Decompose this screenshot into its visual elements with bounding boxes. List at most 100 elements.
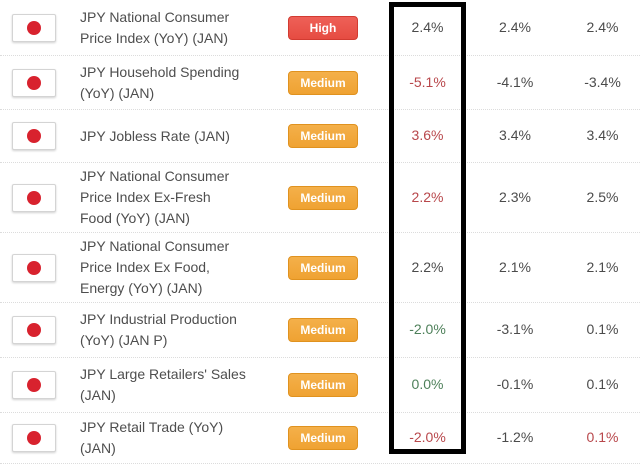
actual-cell: -2.0%: [390, 321, 465, 339]
forecast-cell: -4.1%: [465, 74, 565, 92]
flag-red-circle: [27, 20, 41, 35]
forecast-value: -3.1%: [496, 321, 534, 337]
event-name: JPY Jobless Rate (JAN): [80, 127, 230, 144]
flag-cell: [0, 183, 80, 212]
forecast-value: -0.1%: [496, 376, 534, 392]
forecast-value: -4.1%: [496, 73, 534, 90]
flag-cell: [0, 13, 80, 42]
actual-value: -2.0%: [409, 429, 446, 445]
previous-cell: 2.1%: [565, 259, 640, 277]
flag-cell: [0, 371, 80, 399]
importance-badge: Medium: [288, 124, 358, 148]
flag-cell: [0, 424, 80, 452]
forecast-cell: -3.1%: [465, 321, 565, 339]
forecast-value: 2.4%: [499, 18, 531, 35]
japan-flag-icon: [12, 183, 56, 212]
previous-value: 2.4%: [586, 18, 619, 35]
calendar-row[interactable]: JPY National Consumer Price Index (YoY) …: [0, 0, 640, 56]
previous-cell: 0.1%: [565, 376, 640, 394]
flag-red-circle: [27, 260, 41, 275]
japan-flag-icon: [12, 122, 56, 150]
previous-value: -3.4%: [584, 73, 621, 90]
importance-badge: Medium: [288, 426, 358, 450]
actual-value: 0.0%: [411, 376, 444, 392]
importance-cell: Medium: [288, 124, 390, 148]
flag-red-circle: [27, 129, 41, 143]
flag-red-circle: [27, 190, 41, 205]
importance-cell: Medium: [288, 373, 390, 397]
calendar-row[interactable]: JPY Jobless Rate (JAN) Medium 3.6% 3.4% …: [0, 110, 640, 163]
event-name: JPY Retail Trade (YoY) (JAN): [80, 419, 224, 456]
actual-value: 2.2%: [411, 258, 444, 275]
event-name: JPY Household Spending (YoY) (JAN): [80, 63, 240, 101]
actual-value: -2.0%: [409, 321, 446, 337]
event-name: JPY National Consumer Price Index (YoY) …: [80, 8, 230, 46]
japan-flag-icon: [12, 371, 56, 399]
actual-value: 2.2%: [411, 188, 444, 205]
importance-badge: High: [288, 15, 358, 40]
previous-cell: 3.4%: [565, 127, 640, 145]
flag-red-circle: [27, 323, 41, 337]
previous-cell: 0.1%: [565, 321, 640, 339]
calendar-row[interactable]: JPY Industrial Production (YoY) (JAN P) …: [0, 303, 640, 358]
calendar-row[interactable]: JPY Retail Trade (YoY) (JAN) Medium -2.0…: [0, 413, 640, 464]
forecast-value: -1.2%: [496, 429, 534, 445]
flag-cell: [0, 316, 80, 344]
calendar-row[interactable]: JPY National Consumer Price Index Ex Foo…: [0, 233, 640, 303]
japan-flag-icon: [12, 424, 56, 452]
calendar-row[interactable]: JPY National Consumer Price Index Ex-Fre…: [0, 163, 640, 233]
event-name: JPY National Consumer Price Index Ex Foo…: [80, 238, 230, 296]
japan-flag-icon: [12, 316, 56, 344]
importance-cell: Medium: [288, 70, 390, 95]
importance-cell: Medium: [288, 426, 390, 450]
previous-value: 0.1%: [586, 376, 619, 392]
forecast-cell: 2.3%: [465, 189, 565, 207]
importance-cell: Medium: [288, 185, 390, 210]
flag-red-circle: [27, 431, 41, 445]
previous-value: 0.1%: [586, 321, 619, 337]
previous-value: 2.5%: [586, 188, 619, 205]
previous-cell: 2.5%: [565, 189, 640, 207]
event-name: JPY Large Retailers' Sales (JAN): [80, 366, 246, 403]
forecast-cell: 2.1%: [465, 259, 565, 277]
actual-cell: 2.2%: [390, 189, 465, 207]
forecast-cell: -1.2%: [465, 429, 565, 447]
previous-cell: 2.4%: [565, 19, 640, 37]
japan-flag-icon: [12, 253, 56, 282]
previous-value: 0.1%: [586, 429, 619, 445]
actual-cell: 0.0%: [390, 376, 465, 394]
forecast-cell: -0.1%: [465, 376, 565, 394]
flag-cell: [0, 253, 80, 282]
calendar-row[interactable]: JPY Large Retailers' Sales (JAN) Medium …: [0, 358, 640, 413]
forecast-cell: 2.4%: [465, 19, 565, 37]
importance-badge: Medium: [288, 255, 358, 280]
japan-flag-icon: [12, 13, 56, 42]
flag-cell: [0, 68, 80, 97]
forecast-value: 3.4%: [499, 127, 531, 143]
actual-cell: -5.1%: [390, 74, 465, 92]
actual-cell: 2.4%: [390, 19, 465, 37]
calendar-row[interactable]: JPY Household Spending (YoY) (JAN) Mediu…: [0, 56, 640, 110]
importance-cell: Medium: [288, 318, 390, 342]
importance-badge: Medium: [288, 70, 358, 95]
actual-value: -5.1%: [409, 73, 446, 90]
forecast-value: 2.1%: [499, 258, 531, 275]
importance-cell: High: [288, 15, 390, 40]
forecast-value: 2.3%: [499, 188, 531, 205]
actual-value: 2.4%: [411, 18, 444, 35]
previous-value: 3.4%: [586, 127, 619, 143]
event-name: JPY National Consumer Price Index Ex-Fre…: [80, 168, 230, 226]
actual-cell: 2.2%: [390, 259, 465, 277]
previous-value: 2.1%: [586, 258, 619, 275]
importance-badge: Medium: [288, 185, 358, 210]
event-name: JPY Industrial Production (YoY) (JAN P): [80, 311, 237, 348]
flag-cell: [0, 122, 80, 150]
flag-red-circle: [27, 378, 41, 392]
importance-badge: Medium: [288, 373, 358, 397]
previous-cell: 0.1%: [565, 429, 640, 447]
importance-cell: Medium: [288, 255, 390, 280]
forecast-cell: 3.4%: [465, 127, 565, 145]
flag-red-circle: [27, 75, 41, 90]
